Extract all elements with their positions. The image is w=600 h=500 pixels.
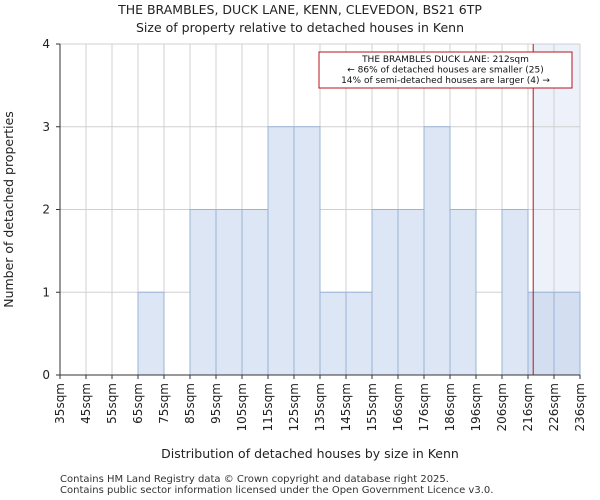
bar-166sqm	[397, 209, 425, 376]
x-tick-label-105sqm: 105sqm	[235, 383, 249, 431]
y-tick-label-1: 1	[42, 285, 50, 299]
footer-line-2: Contains public sector information licen…	[60, 485, 494, 496]
y-tick-label-4: 4	[42, 37, 50, 51]
x-tick-label-145sqm: 145sqm	[339, 383, 353, 431]
x-tick-label-216sqm: 216sqm	[521, 383, 535, 431]
bar-145sqm	[345, 291, 373, 376]
y-tick-label-3: 3	[42, 120, 50, 134]
bar-105sqm	[241, 209, 269, 376]
bar-125sqm	[293, 126, 321, 376]
bar-85sqm	[189, 209, 217, 376]
annotation-line-2: ← 86% of detached houses are smaller (25…	[347, 66, 544, 76]
footer-line-1: Contains HM Land Registry data © Crown c…	[60, 474, 449, 485]
bar-186sqm	[449, 209, 477, 376]
annotation-box: THE BRAMBLES DUCK LANE: 212sqm ← 86% of …	[318, 51, 573, 89]
x-tick-label-125sqm: 125sqm	[287, 383, 301, 431]
annotation-line-1: THE BRAMBLES DUCK LANE: 212sqm	[361, 55, 529, 65]
annotation-line-3: 14% of semi-detached houses are larger (…	[341, 76, 550, 86]
x-tick-label-186sqm: 186sqm	[443, 383, 457, 431]
x-tick-label-115sqm: 115sqm	[261, 383, 275, 431]
bar-206sqm	[501, 209, 529, 376]
y-axis-label: Number of detached properties	[1, 111, 16, 308]
x-tick-label-226sqm: 226sqm	[547, 383, 561, 431]
x-tick-label-35sqm: 35sqm	[53, 383, 67, 424]
x-tick-label-176sqm: 176sqm	[417, 383, 431, 431]
x-tick-label-95sqm: 95sqm	[209, 383, 223, 424]
x-tick-label-236sqm: 236sqm	[573, 383, 587, 431]
x-tick-label-55sqm: 55sqm	[105, 383, 119, 424]
bar-65sqm	[137, 291, 165, 376]
x-tick-label-155sqm: 155sqm	[365, 383, 379, 431]
y-tick-label-2: 2	[42, 203, 50, 217]
bar-95sqm	[215, 209, 243, 376]
x-tick-label-206sqm: 206sqm	[495, 383, 509, 431]
bar-115sqm	[267, 126, 295, 376]
x-axis-label: Distribution of detached houses by size …	[161, 446, 459, 461]
bar-135sqm	[319, 291, 347, 376]
bar-216sqm	[527, 291, 555, 376]
bar-176sqm	[423, 126, 451, 376]
x-tick-label-75sqm: 75sqm	[157, 383, 171, 424]
chart-subtitle: Size of property relative to detached ho…	[135, 20, 465, 35]
bar-226sqm	[553, 291, 581, 376]
chart-title: THE BRAMBLES, DUCK LANE, KENN, CLEVEDON,…	[118, 2, 482, 17]
x-tick-label-45sqm: 45sqm	[79, 383, 93, 424]
x-tick-label-196sqm: 196sqm	[469, 383, 483, 431]
x-tick-label-135sqm: 135sqm	[313, 383, 327, 431]
x-tick-label-65sqm: 65sqm	[131, 383, 145, 424]
x-tick-label-85sqm: 85sqm	[183, 383, 197, 424]
bar-155sqm	[371, 209, 399, 376]
x-tick-label-166sqm: 166sqm	[391, 383, 405, 431]
y-tick-label-0: 0	[42, 368, 50, 382]
